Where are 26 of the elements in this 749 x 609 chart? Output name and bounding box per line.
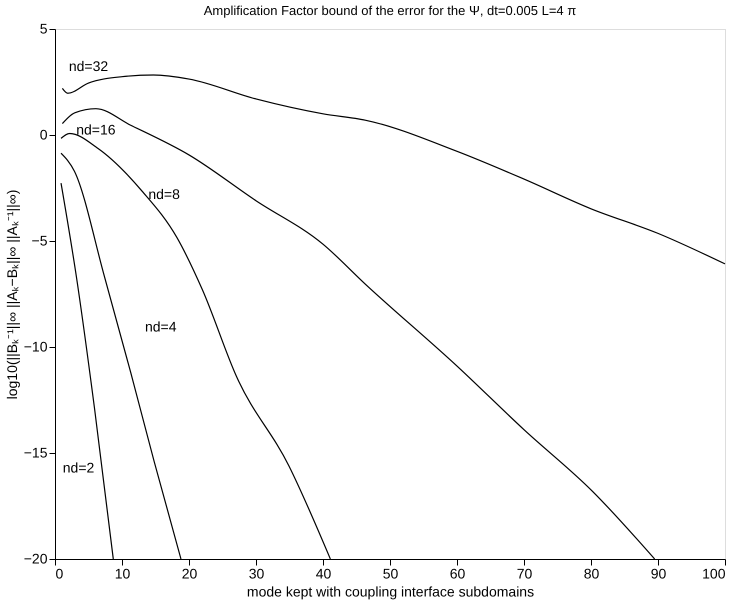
series-label: nd=16 [76, 122, 116, 138]
chart-title: Amplification Factor bound of the error for the Ψ, dt=0.005 L=4 π [204, 3, 576, 18]
x-axis-title: mode kept with coupling interface subdomains [246, 584, 534, 600]
y-tick-label: −5 [32, 232, 48, 248]
series-label: nd=8 [148, 186, 180, 202]
x-tick-label: 30 [248, 566, 264, 582]
y-axis-title: log10(||Bₖ⁻¹||∞ ||Aₖ−Bₖ||∞ ||Aₖ⁻¹||∞) [4, 190, 20, 400]
y-tick-label: −20 [24, 550, 48, 566]
line-series [62, 74, 726, 264]
x-tick-label: 0 [56, 566, 64, 582]
x-tick-label: 10 [114, 566, 130, 582]
x-tick-label: 40 [316, 566, 332, 582]
x-tick-label: 20 [182, 566, 198, 582]
x-tick-label: 90 [650, 566, 666, 582]
x-tick-label: 70 [516, 566, 532, 582]
series-label: nd=2 [62, 459, 95, 476]
x-tick-label: 80 [584, 566, 600, 582]
y-tick-label: −15 [24, 444, 48, 460]
x-tick-label: 60 [450, 566, 466, 582]
x-tick-label: 100 [702, 566, 726, 582]
series-label: nd=4 [144, 318, 177, 334]
y-tick-label: 5 [40, 20, 48, 36]
x-tick-label: 50 [382, 566, 398, 582]
y-tick-label: 0 [40, 126, 48, 142]
series-label: nd=32 [68, 58, 108, 74]
y-tick-label: −10 [24, 338, 48, 354]
